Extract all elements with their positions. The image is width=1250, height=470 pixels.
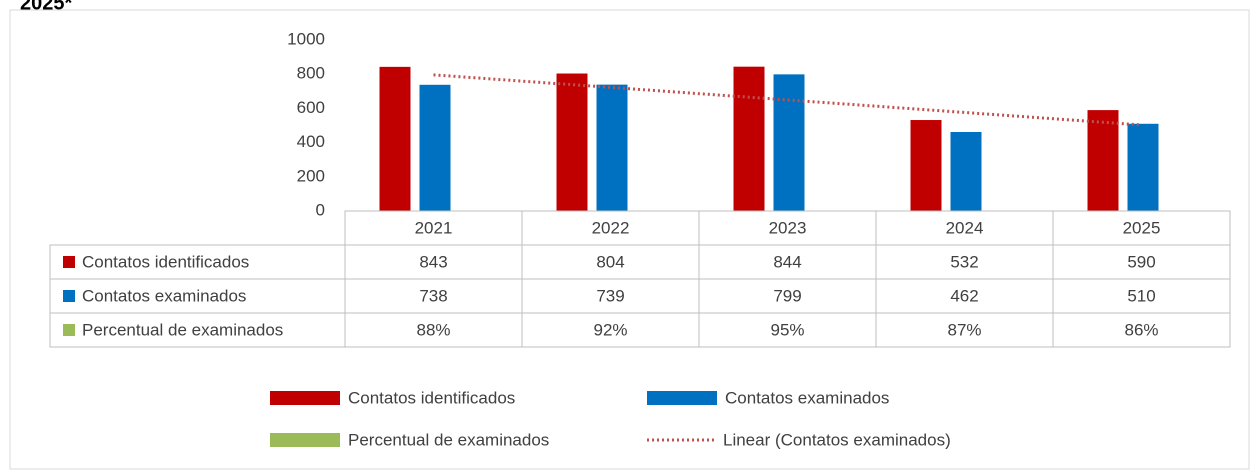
x-tick-label: 2025 xyxy=(1123,218,1161,237)
bar xyxy=(950,131,982,211)
y-tick-label: 1000 xyxy=(287,29,325,48)
y-tick-label: 200 xyxy=(297,166,325,185)
legend-key xyxy=(63,324,75,336)
bar xyxy=(556,73,588,212)
table-value: 590 xyxy=(1127,252,1155,271)
legend-key xyxy=(63,256,75,268)
table-cell xyxy=(1052,312,1231,348)
table-value: 532 xyxy=(950,252,978,271)
x-tick-label: 2024 xyxy=(946,218,984,237)
y-tick-label: 0 xyxy=(316,200,325,219)
table-value: 799 xyxy=(773,286,801,305)
legend-key xyxy=(63,290,75,302)
bar xyxy=(419,84,451,211)
table-value: 738 xyxy=(419,286,447,305)
table-value: 804 xyxy=(596,252,624,271)
table-value: 87% xyxy=(947,320,981,339)
bar xyxy=(773,74,805,211)
bar xyxy=(733,66,765,212)
chart-frame xyxy=(9,9,1250,470)
bar xyxy=(379,66,411,211)
legend-label: Contatos examinados xyxy=(725,388,889,407)
y-tick-label: 400 xyxy=(297,132,325,151)
bar xyxy=(910,120,942,211)
table-value: 92% xyxy=(593,320,627,339)
series-label: Contatos identificados xyxy=(82,252,249,271)
legend-label: Contatos identificados xyxy=(348,388,515,407)
table-value: 88% xyxy=(416,320,450,339)
chart-title: 2025* xyxy=(20,0,72,14)
bar xyxy=(1127,123,1159,211)
series-label: Percentual de examinados xyxy=(82,320,283,339)
x-tick-label: 2023 xyxy=(769,218,807,237)
table-value: 95% xyxy=(770,320,804,339)
trendline xyxy=(433,73,1142,127)
legend-swatch xyxy=(270,433,340,447)
legend-label: Percentual de examinados xyxy=(348,430,549,449)
legend-swatch xyxy=(647,391,717,405)
table-value: 510 xyxy=(1127,286,1155,305)
table-value: 739 xyxy=(596,286,624,305)
series-label: Contatos examinados xyxy=(82,286,246,305)
legend-swatch xyxy=(270,391,340,405)
x-tick-label: 2022 xyxy=(592,218,630,237)
y-tick-label: 800 xyxy=(297,64,325,83)
bar xyxy=(1087,110,1119,211)
y-tick-label: 600 xyxy=(297,98,325,117)
table-value: 844 xyxy=(773,252,801,271)
x-tick-label: 2021 xyxy=(415,218,453,237)
table-value: 462 xyxy=(950,286,978,305)
legend-label: Linear (Contatos examinados) xyxy=(723,430,951,449)
bar xyxy=(596,84,628,211)
table-value: 843 xyxy=(419,252,447,271)
table-value: 86% xyxy=(1124,320,1158,339)
